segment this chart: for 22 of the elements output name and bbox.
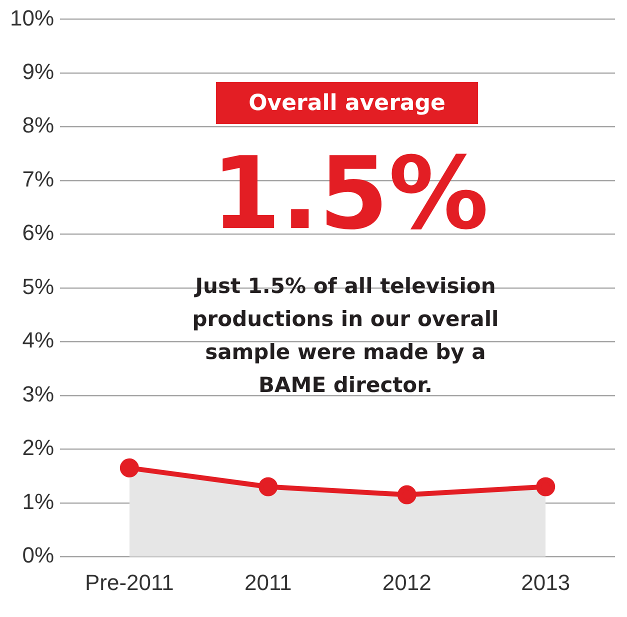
- y-tick-label: 9%: [22, 59, 54, 84]
- x-tick-label: 2011: [244, 570, 292, 595]
- point: [258, 477, 278, 496]
- y-tick-label: 0%: [22, 542, 54, 568]
- x-tick-label: Pre-2011: [84, 570, 174, 595]
- annotation: 1.5%: [210, 134, 490, 254]
- annotation: Overall average: [216, 82, 478, 124]
- x-tick-label: 2013: [521, 570, 570, 595]
- y-tick-label: 8%: [22, 112, 54, 138]
- point: [536, 477, 556, 496]
- x-tick-label: 2012: [382, 570, 432, 595]
- point: [120, 458, 139, 478]
- y-tick-label: 3%: [22, 381, 54, 406]
- y-tick-label: 7%: [22, 166, 54, 192]
- y-tick-label: 4%: [22, 328, 54, 353]
- y-tick-label: 10%: [10, 5, 54, 30]
- annotation: Just 1.5% of all television productions in our overall sample were made by a BAME director.: [191, 273, 500, 399]
- y-tick-label: 5%: [22, 274, 54, 299]
- point: [397, 485, 416, 504]
- y-tick-label: 1%: [22, 488, 54, 514]
- y-tick-label: 6%: [22, 220, 54, 246]
- y-tick-label: 2%: [22, 435, 54, 460]
